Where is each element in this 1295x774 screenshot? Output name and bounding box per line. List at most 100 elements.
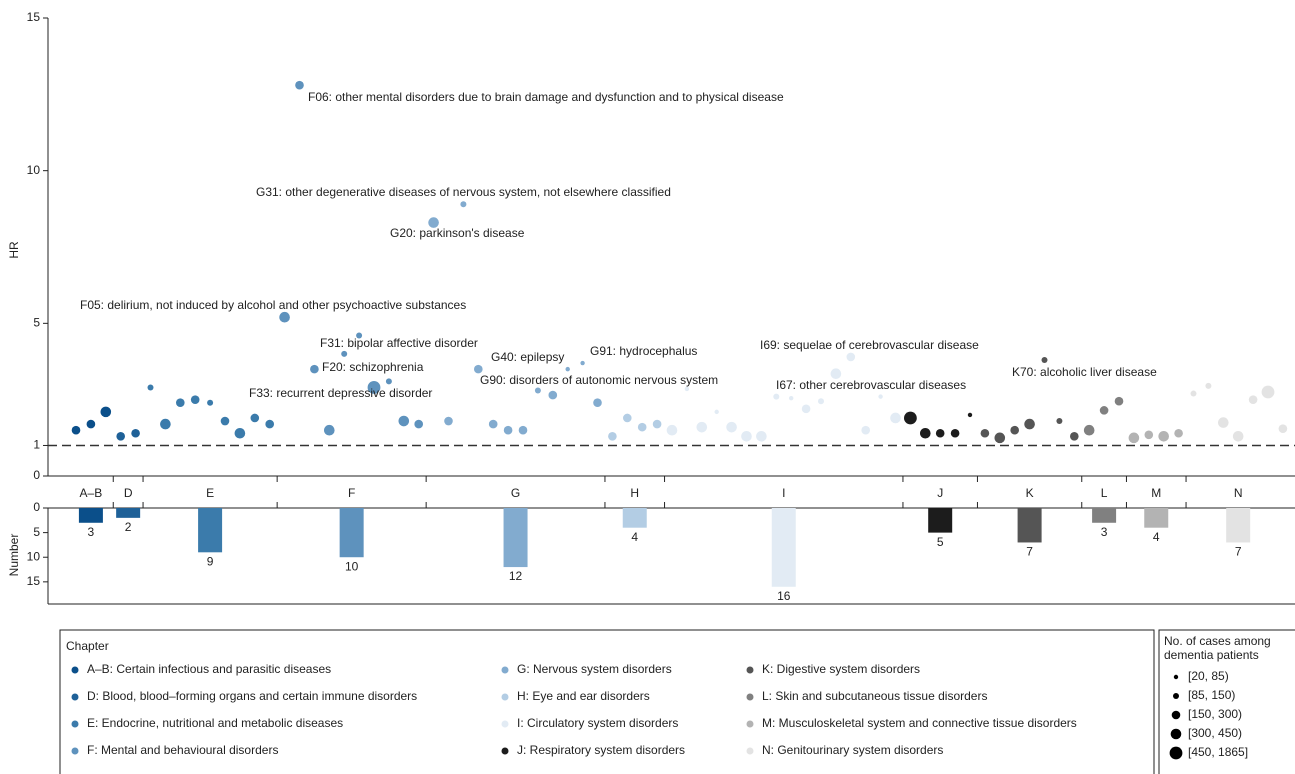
point bbox=[904, 411, 917, 425]
point bbox=[935, 428, 945, 438]
point bbox=[1099, 406, 1109, 415]
legend-label: N: Genitourinary system disorders bbox=[762, 743, 943, 757]
bar bbox=[503, 508, 528, 568]
chapter-label: A–B bbox=[80, 486, 103, 500]
chapter-label: L bbox=[1101, 486, 1108, 500]
bar-value-label: 7 bbox=[1026, 545, 1033, 559]
point bbox=[100, 406, 112, 418]
bar-value-label: 4 bbox=[631, 530, 638, 544]
legend-label: I: Circulatory system disorders bbox=[517, 716, 678, 730]
bar bbox=[1144, 508, 1169, 528]
chapter-label: D bbox=[124, 486, 133, 500]
point bbox=[593, 398, 602, 408]
point bbox=[1278, 424, 1288, 433]
point bbox=[1010, 425, 1019, 435]
bar-value-label: 9 bbox=[207, 554, 214, 568]
legend-marker bbox=[746, 666, 754, 674]
bar bbox=[622, 508, 647, 528]
bar-value-label: 12 bbox=[509, 569, 523, 583]
annotation: K70: alcoholic liver disease bbox=[1012, 365, 1157, 379]
annotation: G91: hydrocephalus bbox=[590, 344, 697, 358]
point bbox=[726, 421, 737, 433]
point bbox=[428, 217, 439, 228]
bar-value-label: 10 bbox=[345, 559, 359, 573]
bar bbox=[771, 508, 796, 587]
point bbox=[861, 425, 870, 435]
annotation: F06: other mental disorders due to brain… bbox=[308, 90, 784, 104]
annotation: F05: delirium, not induced by alcohol an… bbox=[80, 298, 466, 312]
point bbox=[1041, 356, 1048, 363]
legend-label: J: Respiratory system disorders bbox=[517, 743, 685, 757]
legend-label: G: Nervous system disorders bbox=[517, 662, 672, 676]
legend-label: F: Mental and behavioural disorders bbox=[87, 743, 278, 757]
size-legend-marker bbox=[1170, 728, 1182, 740]
bar-y-axis-label: Number bbox=[7, 534, 21, 577]
size-legend-label: [150, 300) bbox=[1188, 707, 1242, 721]
point bbox=[324, 424, 335, 436]
size-legend-marker bbox=[1171, 710, 1181, 720]
point bbox=[1248, 395, 1258, 404]
bar bbox=[1092, 508, 1117, 523]
point bbox=[341, 350, 348, 357]
point bbox=[385, 378, 392, 385]
point bbox=[773, 393, 780, 400]
point bbox=[1218, 417, 1229, 428]
point bbox=[176, 398, 185, 408]
point bbox=[846, 352, 856, 362]
point bbox=[220, 416, 230, 426]
legend-marker bbox=[71, 693, 79, 701]
legend-marker bbox=[746, 747, 754, 755]
chapter-label: G bbox=[511, 486, 520, 500]
point bbox=[920, 427, 931, 439]
point bbox=[444, 416, 453, 426]
legend-title: Chapter bbox=[66, 639, 109, 653]
y-tick-label: 5 bbox=[33, 316, 40, 330]
chapter-label: M bbox=[1151, 486, 1161, 500]
bar-y-tick-label: 5 bbox=[33, 525, 40, 539]
point bbox=[967, 412, 973, 418]
point bbox=[474, 364, 483, 374]
point bbox=[414, 419, 424, 429]
bar-value-label: 5 bbox=[937, 535, 944, 549]
point bbox=[534, 387, 541, 394]
point bbox=[86, 419, 96, 429]
point bbox=[741, 431, 752, 442]
legend-label: L: Skin and subcutaneous tissue disorder… bbox=[762, 689, 987, 703]
point bbox=[147, 384, 154, 391]
point bbox=[234, 427, 246, 439]
legend-marker bbox=[501, 693, 509, 701]
point bbox=[666, 424, 678, 436]
bar-y-tick-label: 15 bbox=[27, 574, 41, 588]
point bbox=[190, 395, 200, 404]
size-legend-label: [300, 450) bbox=[1188, 726, 1242, 740]
point bbox=[1056, 418, 1063, 425]
legend-box bbox=[59, 629, 1155, 774]
legend-label: H: Eye and ear disorders bbox=[517, 689, 650, 703]
bar bbox=[928, 508, 953, 533]
point bbox=[295, 80, 304, 90]
point bbox=[356, 332, 363, 339]
point bbox=[1144, 430, 1154, 440]
point bbox=[1190, 390, 1197, 397]
bar bbox=[78, 508, 103, 523]
bar-value-label: 3 bbox=[1101, 525, 1108, 539]
point bbox=[207, 399, 214, 406]
bar-value-label: 3 bbox=[88, 525, 95, 539]
y-tick-label: 0 bbox=[33, 468, 40, 482]
point bbox=[310, 364, 319, 374]
y-tick-label: 15 bbox=[27, 10, 41, 24]
point bbox=[994, 432, 1006, 444]
point bbox=[801, 404, 811, 414]
bar bbox=[198, 508, 223, 553]
legend-marker bbox=[746, 720, 754, 728]
point bbox=[878, 394, 883, 399]
legend-marker bbox=[501, 720, 509, 728]
point bbox=[696, 421, 708, 433]
point bbox=[503, 425, 513, 435]
size-legend-title: No. of cases among bbox=[1164, 634, 1271, 648]
size-legend-title: dementia patients bbox=[1164, 648, 1259, 662]
size-legend-marker bbox=[1173, 693, 1179, 699]
point bbox=[279, 311, 290, 323]
chapter-label: I bbox=[782, 486, 785, 500]
